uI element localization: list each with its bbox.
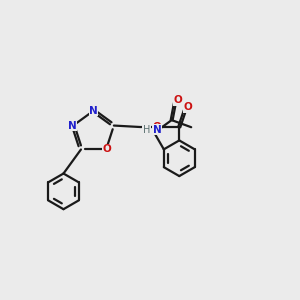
- Text: N: N: [89, 106, 98, 116]
- Text: O: O: [103, 145, 112, 154]
- Text: O: O: [173, 95, 182, 105]
- Text: O: O: [183, 102, 192, 112]
- Text: N: N: [68, 121, 76, 130]
- Text: O: O: [153, 122, 161, 132]
- Text: H: H: [143, 125, 150, 135]
- Text: N: N: [153, 125, 161, 135]
